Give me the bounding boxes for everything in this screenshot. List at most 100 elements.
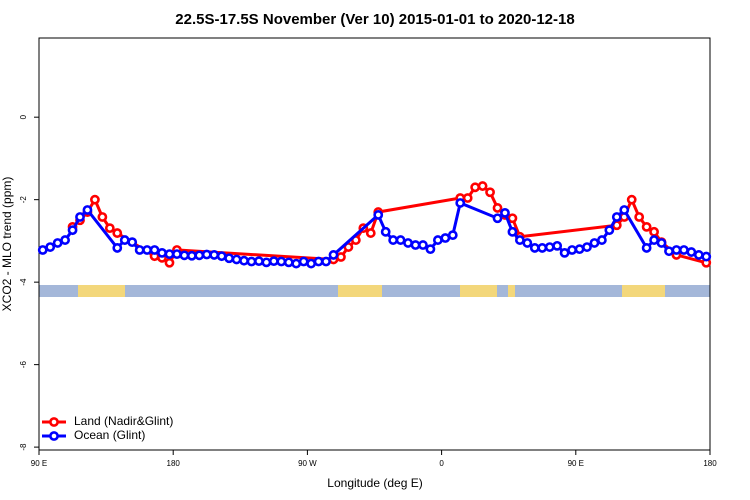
legend-label: Land (Nadir&Glint) (74, 414, 173, 428)
data-point (425, 244, 436, 255)
x-tick-label: 90 E (568, 459, 584, 468)
x-tick-label: 180 (167, 459, 181, 468)
plot-frame (38, 37, 711, 451)
y-tick-label: 0 (19, 114, 28, 119)
land-strip (460, 285, 497, 297)
data-point (365, 228, 376, 238)
data-point (164, 249, 175, 260)
data-point (455, 198, 466, 208)
data-point (641, 243, 652, 253)
data-point (701, 251, 712, 262)
data-point (157, 247, 167, 258)
data-point (179, 250, 190, 261)
data-point (388, 235, 399, 245)
data-point (127, 237, 138, 248)
data-point (82, 205, 93, 215)
data-point (336, 252, 346, 262)
data-point (276, 256, 287, 267)
data-point (671, 245, 682, 255)
data-point (596, 235, 607, 245)
data-point (492, 213, 503, 224)
data-point (149, 245, 160, 255)
y-axis-label: XCO2 - MLO trend (ppm) (0, 177, 14, 312)
data-point (142, 245, 153, 255)
data-point (97, 212, 108, 222)
x-tick-label: 90 W (298, 459, 317, 468)
data-point (567, 245, 577, 255)
data-point (45, 242, 56, 252)
data-point (477, 181, 488, 191)
data-point (529, 243, 540, 253)
data-point (485, 187, 495, 198)
x-tick-label: 0 (439, 459, 444, 468)
data-point (298, 256, 309, 267)
data-point (395, 235, 406, 245)
data-point (559, 247, 570, 258)
data-point (134, 245, 145, 255)
data-point (164, 257, 175, 268)
data-point (119, 235, 130, 245)
legend-label: Ocean (Glint) (74, 428, 145, 442)
data-point (537, 243, 548, 253)
data-point (514, 235, 525, 245)
data-point (589, 238, 600, 248)
data-point (186, 250, 197, 261)
data-point (440, 233, 451, 243)
data-point (60, 235, 70, 245)
legend-marker (49, 431, 59, 441)
data-point (544, 242, 555, 252)
legend-marker (49, 417, 59, 427)
data-point (447, 230, 458, 241)
data-point (507, 213, 518, 224)
data-point (209, 250, 220, 260)
data-point (231, 254, 242, 265)
data-point (291, 258, 302, 269)
data-point (634, 212, 645, 222)
data-point (656, 238, 667, 248)
data-point (552, 240, 563, 251)
data-point (619, 205, 630, 215)
land-strip (78, 285, 125, 297)
data-point (462, 193, 473, 203)
data-point (507, 226, 518, 237)
data-point (52, 238, 63, 248)
y-tick-label: -4 (19, 278, 28, 286)
data-point (239, 255, 249, 266)
data-point (224, 253, 235, 264)
x-axis-label: Longitude (deg E) (327, 476, 422, 490)
data-point (104, 223, 115, 234)
y-tick-label: -6 (19, 361, 28, 369)
data-point (582, 242, 592, 252)
data-point (313, 256, 324, 267)
data-point (664, 246, 674, 257)
chart-title: 22.5S-17.5S November (Ver 10) 2015-01-01… (175, 11, 574, 28)
data-point (328, 250, 339, 260)
land-strip (508, 285, 515, 297)
y-tick-label: -8 (19, 443, 28, 451)
data-point (604, 225, 615, 236)
data-point (112, 243, 123, 253)
data-point (470, 182, 481, 193)
data-point (172, 249, 182, 260)
data-point (500, 207, 510, 218)
data-point (410, 240, 421, 250)
data-point (112, 228, 123, 238)
data-point (649, 235, 659, 245)
land-strip (622, 285, 665, 297)
data-point (641, 221, 652, 232)
land-strip (338, 285, 382, 297)
x-tick-label: 90 E (31, 459, 47, 468)
data-point (574, 244, 585, 255)
data-point (649, 226, 659, 237)
data-point (686, 247, 697, 257)
data-point (194, 250, 205, 261)
data-point (373, 210, 384, 220)
x-tick-label: 180 (703, 459, 717, 468)
data-point (306, 258, 317, 269)
data-point (679, 245, 689, 255)
data-point (380, 226, 391, 237)
data-point (37, 245, 48, 255)
data-point (283, 257, 294, 268)
data-point (403, 238, 413, 248)
